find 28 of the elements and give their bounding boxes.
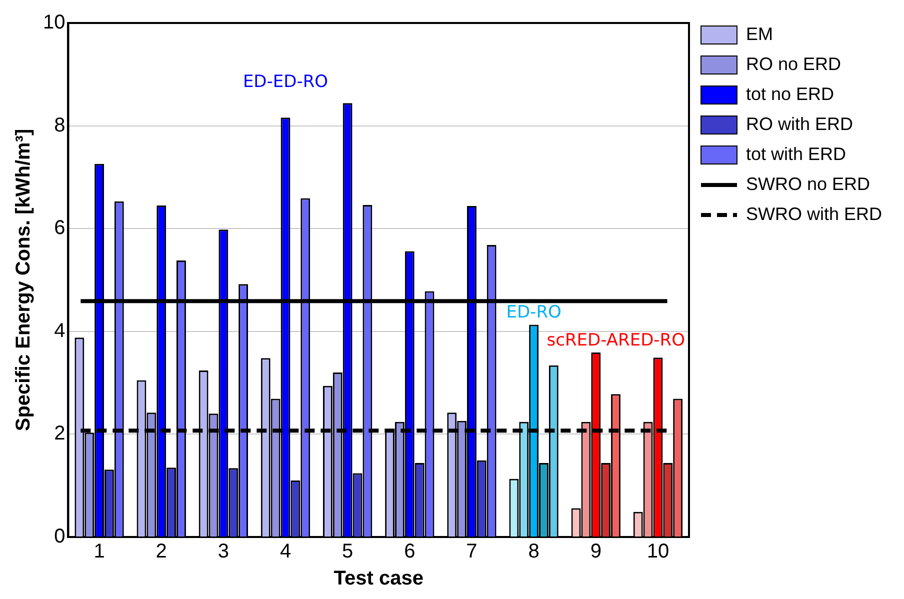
legend-label: SWRO no ERD [746, 174, 870, 194]
y-tick-label: 4 [54, 320, 66, 342]
x-tick-label: 5 [342, 540, 354, 563]
annotation: ED-RO [506, 302, 562, 323]
annotation: ED-ED-RO [242, 72, 328, 92]
x-axis-title: Test case [334, 568, 424, 590]
legend-label: tot no ERD [746, 84, 834, 104]
x-tick-label: 2 [156, 540, 167, 563]
x-tick-label: 6 [404, 540, 416, 563]
x-tick-label: 3 [218, 540, 229, 563]
y-axis-title: Specific Energy Cons. [kWh/m³] [12, 128, 35, 432]
x-tick-label: 8 [528, 540, 540, 563]
y-tick-label: 6 [54, 217, 66, 240]
x-tick-label: 4 [280, 540, 292, 563]
legend-label: RO with ERD [746, 114, 854, 134]
x-tick-label: 7 [466, 540, 478, 563]
y-tick-label: 0 [54, 526, 66, 548]
legend-label: tot with ERD [746, 144, 846, 164]
y-tick-label: 8 [54, 114, 66, 136]
x-tick-label: 1 [94, 540, 105, 563]
legend-label: SWRO with ERD [746, 204, 882, 224]
y-tick-label: 10 [42, 12, 66, 34]
x-tick-label: 9 [590, 540, 602, 563]
annotation: scRED-ARED-RO [546, 330, 685, 350]
x-tick-label: 10 [646, 540, 670, 563]
legend-label: RO no ERD [746, 54, 842, 74]
y-tick-label: 2 [54, 422, 66, 445]
legend-label: EM [746, 24, 773, 44]
